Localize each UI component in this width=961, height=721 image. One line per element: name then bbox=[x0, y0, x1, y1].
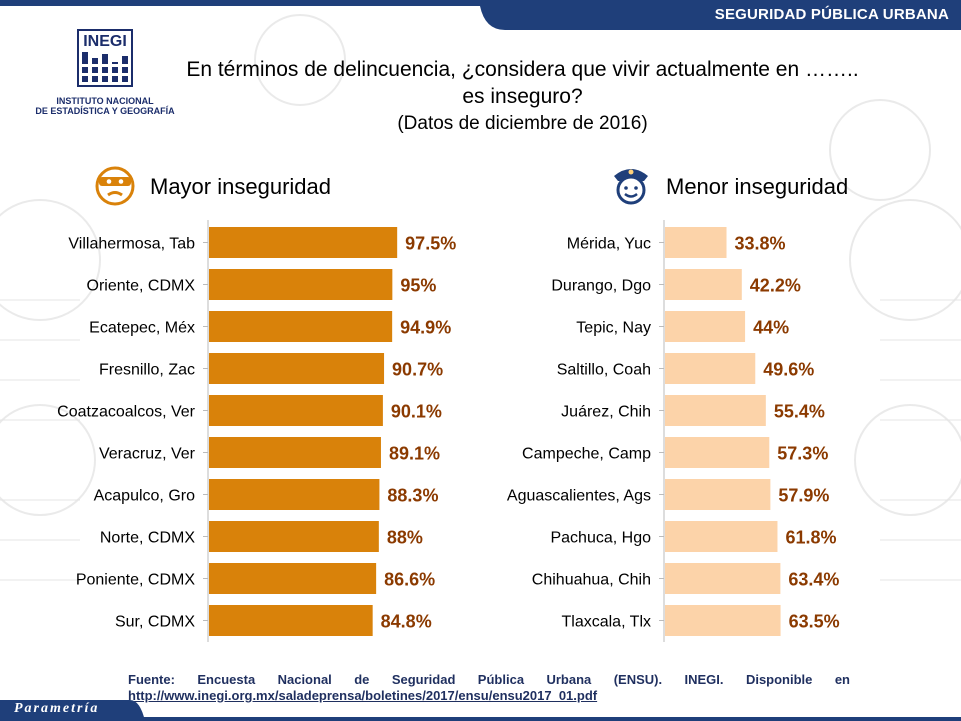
category-label: Veracruz, Ver bbox=[99, 446, 196, 463]
section-title: SEGURIDAD PÚBLICA URBANA bbox=[714, 6, 949, 23]
value-label: 42.2% bbox=[750, 276, 801, 296]
category-label: Durango, Dgo bbox=[551, 278, 651, 295]
bar bbox=[209, 395, 383, 426]
bar bbox=[209, 311, 393, 342]
chart-menor-inseguridad: Mérida, Yuc 33.8% Durango, Dgo 42.2% Tepic, … bbox=[507, 220, 840, 642]
masked-thief-icon bbox=[95, 166, 135, 206]
right-panel-title: Menor inseguridad bbox=[666, 174, 849, 199]
category-label: Juárez, Chih bbox=[561, 404, 651, 421]
value-label: 63.4% bbox=[788, 570, 839, 590]
category-label: Campeche, Camp bbox=[522, 446, 651, 463]
category-label: Norte, CDMX bbox=[100, 530, 195, 547]
chart-mayor-inseguridad: Villahermosa, Tab 97.5% Oriente, CDMX 95% Ec… bbox=[57, 220, 456, 642]
value-label: 89.1% bbox=[389, 444, 440, 464]
bar bbox=[209, 605, 373, 636]
category-label: Coatzacoalcos, Ver bbox=[57, 404, 196, 421]
question-title: En términos de delincuencia, ¿considera … bbox=[150, 56, 895, 110]
logo-line1: INSTITUTO NACIONAL bbox=[56, 96, 154, 106]
source-link[interactable]: http://www.inegi.org.mx/saladeprensa/bol… bbox=[128, 688, 598, 703]
value-label: 84.8% bbox=[381, 612, 432, 632]
parametria-brand: Parametría bbox=[14, 701, 100, 716]
bar bbox=[209, 353, 385, 384]
category-label: Poniente, CDMX bbox=[76, 572, 195, 589]
category-label: Chihuahua, Chih bbox=[532, 572, 651, 589]
bar bbox=[209, 227, 398, 258]
value-label: 49.6% bbox=[763, 360, 814, 380]
logo-text: INEGI bbox=[83, 33, 127, 50]
value-label: 61.8% bbox=[785, 528, 836, 548]
bar bbox=[665, 227, 727, 258]
category-label: Saltillo, Coah bbox=[557, 362, 651, 379]
police-officer-icon bbox=[614, 169, 648, 205]
category-label: Acapulco, Gro bbox=[94, 488, 195, 505]
source-note: Fuente: Encuesta Nacional de Seguridad P… bbox=[128, 672, 850, 687]
value-label: 57.9% bbox=[778, 486, 829, 506]
value-label: 90.1% bbox=[391, 402, 442, 422]
top-banner bbox=[0, 0, 961, 30]
logo-line2: DE ESTADÍSTICA Y GEOGRAFÍA bbox=[35, 106, 175, 116]
bar bbox=[209, 521, 379, 552]
bottom-banner bbox=[0, 700, 961, 721]
bar bbox=[665, 563, 781, 594]
value-label: 86.6% bbox=[384, 570, 435, 590]
category-label: Pachuca, Hgo bbox=[550, 530, 651, 547]
inegi-logo: INEGI INSTITUTO NACIONAL DE ESTADÍSTICA … bbox=[30, 28, 185, 118]
bar bbox=[209, 563, 377, 594]
question-line1: En términos de delincuencia, ¿considera … bbox=[186, 58, 859, 81]
value-label: 90.7% bbox=[392, 360, 443, 380]
bar bbox=[665, 353, 756, 384]
bar bbox=[209, 479, 380, 510]
value-label: 88% bbox=[387, 528, 423, 548]
left-panel-title: Mayor inseguridad bbox=[150, 174, 331, 199]
value-label: 33.8% bbox=[735, 234, 786, 254]
category-label: Tepic, Nay bbox=[576, 320, 651, 337]
value-label: 57.3% bbox=[777, 444, 828, 464]
bar-charts: Villahermosa, Tab 97.5% Oriente, CDMX 95% Ec… bbox=[57, 220, 840, 642]
value-label: 88.3% bbox=[387, 486, 438, 506]
category-label: Sur, CDMX bbox=[115, 614, 195, 631]
category-label: Villahermosa, Tab bbox=[68, 236, 195, 253]
bar bbox=[665, 395, 766, 426]
inegi-logo-mark: INEGI bbox=[77, 29, 133, 87]
value-label: 94.9% bbox=[400, 318, 451, 338]
question-line2: es inseguro? bbox=[462, 85, 583, 108]
bar bbox=[665, 269, 742, 300]
category-label: Aguascalientes, Ags bbox=[507, 488, 651, 505]
bar bbox=[209, 437, 381, 468]
value-label: 95% bbox=[400, 276, 436, 296]
value-label: 97.5% bbox=[405, 234, 456, 254]
bar bbox=[665, 521, 778, 552]
question-date: (Datos de diciembre de 2016) bbox=[397, 113, 648, 134]
bar bbox=[665, 437, 770, 468]
value-label: 44% bbox=[753, 318, 789, 338]
value-label: 55.4% bbox=[774, 402, 825, 422]
bar bbox=[665, 605, 781, 636]
category-label: Tlaxcala, Tlx bbox=[561, 614, 651, 631]
value-label: 63.5% bbox=[789, 612, 840, 632]
category-label: Ecatepec, Méx bbox=[89, 320, 195, 337]
bar bbox=[665, 479, 771, 510]
category-label: Fresnillo, Zac bbox=[99, 362, 195, 379]
bar bbox=[665, 311, 746, 342]
category-label: Oriente, CDMX bbox=[87, 278, 196, 295]
bar bbox=[209, 269, 393, 300]
category-label: Mérida, Yuc bbox=[567, 236, 651, 253]
